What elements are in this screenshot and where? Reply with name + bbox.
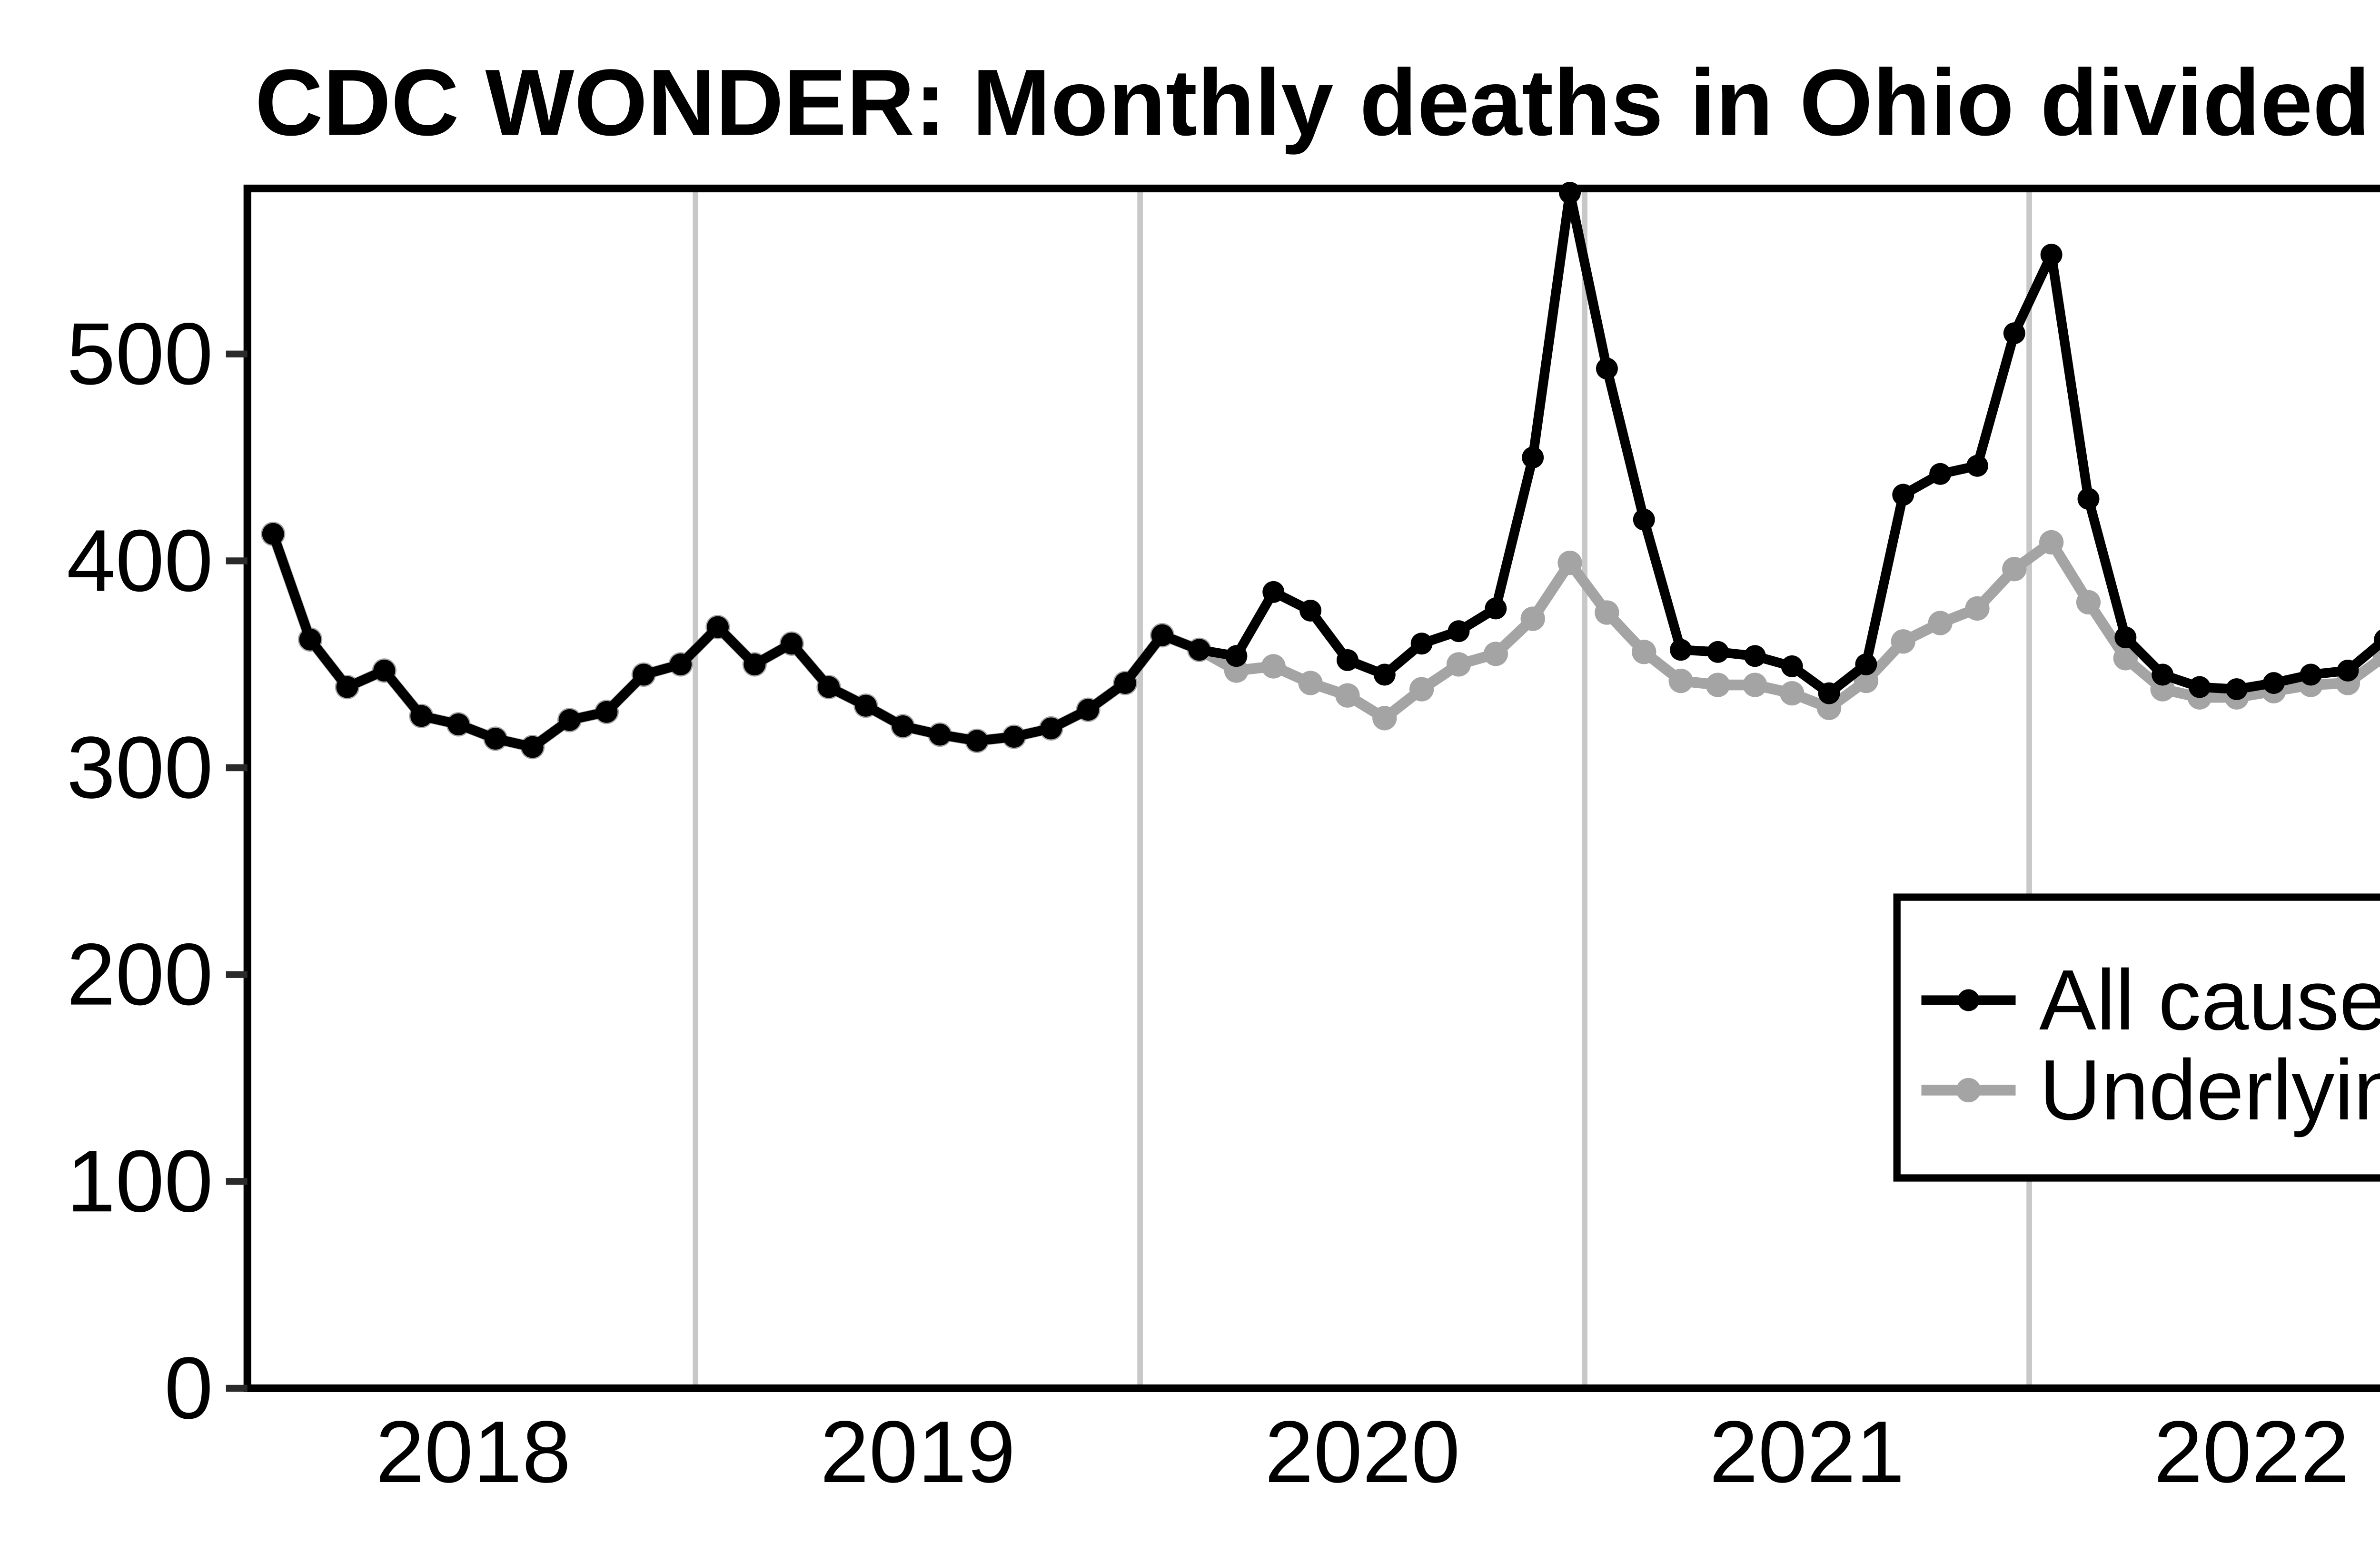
data-point-all-causes <box>670 653 692 675</box>
data-point-all-causes <box>410 705 432 727</box>
data-point-all-causes <box>1151 624 1173 646</box>
data-point-all-causes <box>522 736 544 758</box>
data-point-all-causes <box>1485 598 1507 620</box>
legend-sample-marker-all-causes <box>1958 989 1980 1011</box>
data-point-not-covid <box>1780 681 1804 705</box>
data-point-not-covid <box>1965 596 1989 621</box>
data-point-all-causes <box>1374 664 1396 686</box>
data-point-not-covid <box>1409 677 1434 701</box>
data-point-not-covid <box>1669 669 1693 693</box>
data-point-not-covid <box>1595 600 1619 624</box>
data-point-all-causes <box>892 715 914 737</box>
data-point-all-causes <box>2337 660 2359 682</box>
data-point-all-causes <box>2078 488 2100 510</box>
data-point-not-covid <box>1298 671 1322 695</box>
data-point-all-causes <box>1262 581 1284 603</box>
data-point-all-causes <box>633 664 654 686</box>
data-point-all-causes <box>1707 641 1729 663</box>
data-point-all-causes <box>2300 664 2322 686</box>
data-point-all-causes <box>1225 645 1247 667</box>
data-point-all-causes <box>1337 649 1359 671</box>
x-year-label-2018: 2018 <box>376 1403 571 1501</box>
data-point-all-causes <box>1781 655 1803 677</box>
y-tick-label-500: 500 <box>67 305 213 403</box>
data-point-all-causes <box>1929 463 1951 485</box>
data-point-not-covid <box>1261 654 1286 678</box>
data-point-all-causes <box>485 728 506 750</box>
data-point-all-causes <box>1189 639 1210 661</box>
x-year-label-2021: 2021 <box>1709 1403 1904 1501</box>
data-point-all-causes <box>1114 672 1136 694</box>
data-point-all-causes <box>337 676 358 698</box>
data-point-all-causes <box>1744 645 1766 667</box>
data-point-all-causes <box>1522 446 1544 468</box>
y-tick-label-200: 200 <box>67 926 213 1024</box>
chart-title: CDC WONDER: Monthly deaths in Ohio divid… <box>255 51 2380 158</box>
data-point-all-causes <box>262 523 284 545</box>
data-point-all-causes <box>1670 639 1692 661</box>
data-point-all-causes <box>707 616 729 638</box>
legend-label-all-causes: All causes <box>2039 952 2380 1048</box>
data-point-not-covid <box>2039 530 2063 554</box>
data-point-all-causes <box>1633 509 1655 531</box>
y-tick-label-300: 300 <box>67 719 213 817</box>
x-year-label-2019: 2019 <box>820 1403 1015 1501</box>
data-point-all-causes <box>1003 726 1025 748</box>
data-point-all-causes <box>595 701 617 723</box>
data-point-all-causes <box>2114 626 2136 648</box>
data-point-all-causes <box>781 633 803 654</box>
legend-label-not-covid: Underlying cause not COVID <box>2039 1042 2380 1138</box>
data-point-all-causes <box>1966 455 1988 477</box>
data-point-not-covid <box>1335 683 1359 708</box>
data-point-all-causes <box>2189 676 2211 698</box>
y-tick-label-100: 100 <box>67 1132 213 1230</box>
data-point-all-causes <box>1040 718 1062 740</box>
data-point-all-causes <box>929 724 951 746</box>
data-point-not-covid <box>1372 706 1397 730</box>
data-point-all-causes <box>744 653 765 675</box>
data-point-not-covid <box>1632 640 1656 664</box>
x-year-label-2020: 2020 <box>1265 1403 1460 1501</box>
y-tick-label-400: 400 <box>67 512 213 610</box>
data-point-not-covid <box>1557 551 1582 575</box>
data-point-all-causes <box>299 629 321 651</box>
data-point-not-covid <box>1706 673 1730 697</box>
data-point-not-covid <box>1743 673 1767 697</box>
data-point-not-covid <box>1928 611 1952 635</box>
data-point-all-causes <box>1299 600 1321 622</box>
data-point-all-causes <box>1892 484 1914 506</box>
data-point-all-causes <box>1077 699 1099 721</box>
data-point-all-causes <box>818 676 840 698</box>
x-year-label-2022: 2022 <box>2154 1403 2349 1501</box>
data-point-all-causes <box>559 709 581 731</box>
data-point-not-covid <box>2076 590 2101 614</box>
data-point-all-causes <box>2263 672 2285 694</box>
data-point-all-causes <box>1818 683 1840 704</box>
data-point-all-causes <box>1596 358 1618 380</box>
data-point-all-causes <box>2226 678 2248 700</box>
data-point-all-causes <box>373 660 395 682</box>
data-point-all-causes <box>966 730 988 752</box>
data-point-not-covid <box>2002 557 2026 581</box>
data-point-all-causes <box>2041 244 2063 266</box>
data-point-not-covid <box>1447 652 1471 676</box>
data-point-all-causes <box>447 713 469 735</box>
data-point-all-causes <box>1855 653 1877 675</box>
data-point-all-causes <box>2152 664 2173 686</box>
data-point-not-covid <box>1891 629 1915 653</box>
data-point-not-covid <box>1521 606 1545 631</box>
data-point-all-causes <box>1411 633 1433 654</box>
legend-sample-marker-not-covid <box>1956 1078 1981 1102</box>
data-point-not-covid <box>1484 642 1508 666</box>
data-point-all-causes <box>2003 322 2025 344</box>
data-point-all-causes <box>855 695 877 717</box>
data-point-all-causes <box>1448 620 1470 642</box>
y-tick-label-0: 0 <box>164 1339 213 1437</box>
